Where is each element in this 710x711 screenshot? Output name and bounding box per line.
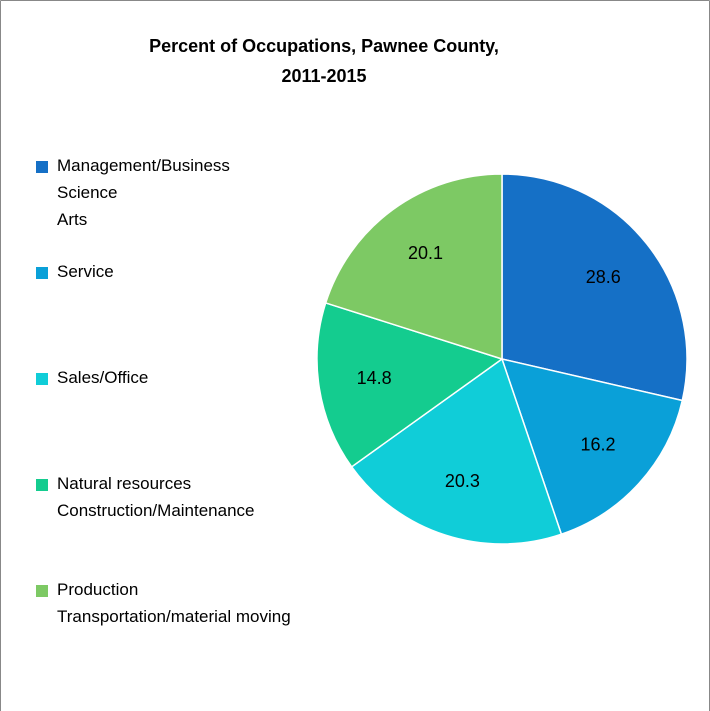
chart-title: Percent of Occupations, Pawnee County, 20… xyxy=(149,36,499,86)
value-label: 14.8 xyxy=(357,368,392,388)
legend-swatch xyxy=(36,267,48,279)
legend-swatch xyxy=(36,161,48,173)
legend-label: Management/Business Science Arts xyxy=(57,156,230,229)
value-label: 20.3 xyxy=(445,471,480,491)
legend-swatch xyxy=(36,373,48,385)
value-label: 16.2 xyxy=(581,435,616,455)
pie-slice xyxy=(501,173,688,402)
legend-label: Production Transportation/material moving xyxy=(57,580,291,626)
pie-slice xyxy=(350,357,563,545)
legend-label: Service xyxy=(57,262,114,281)
value-label: 28.6 xyxy=(586,267,621,287)
legend-label: Natural resources Construction/Maintenanc… xyxy=(57,474,255,520)
pie-slice xyxy=(316,301,504,468)
legend-swatch xyxy=(36,479,48,491)
pie-slice xyxy=(324,173,503,361)
value-label: 20.1 xyxy=(408,243,443,263)
legend-swatch xyxy=(36,585,48,597)
legend-label: Sales/Office xyxy=(57,368,148,387)
